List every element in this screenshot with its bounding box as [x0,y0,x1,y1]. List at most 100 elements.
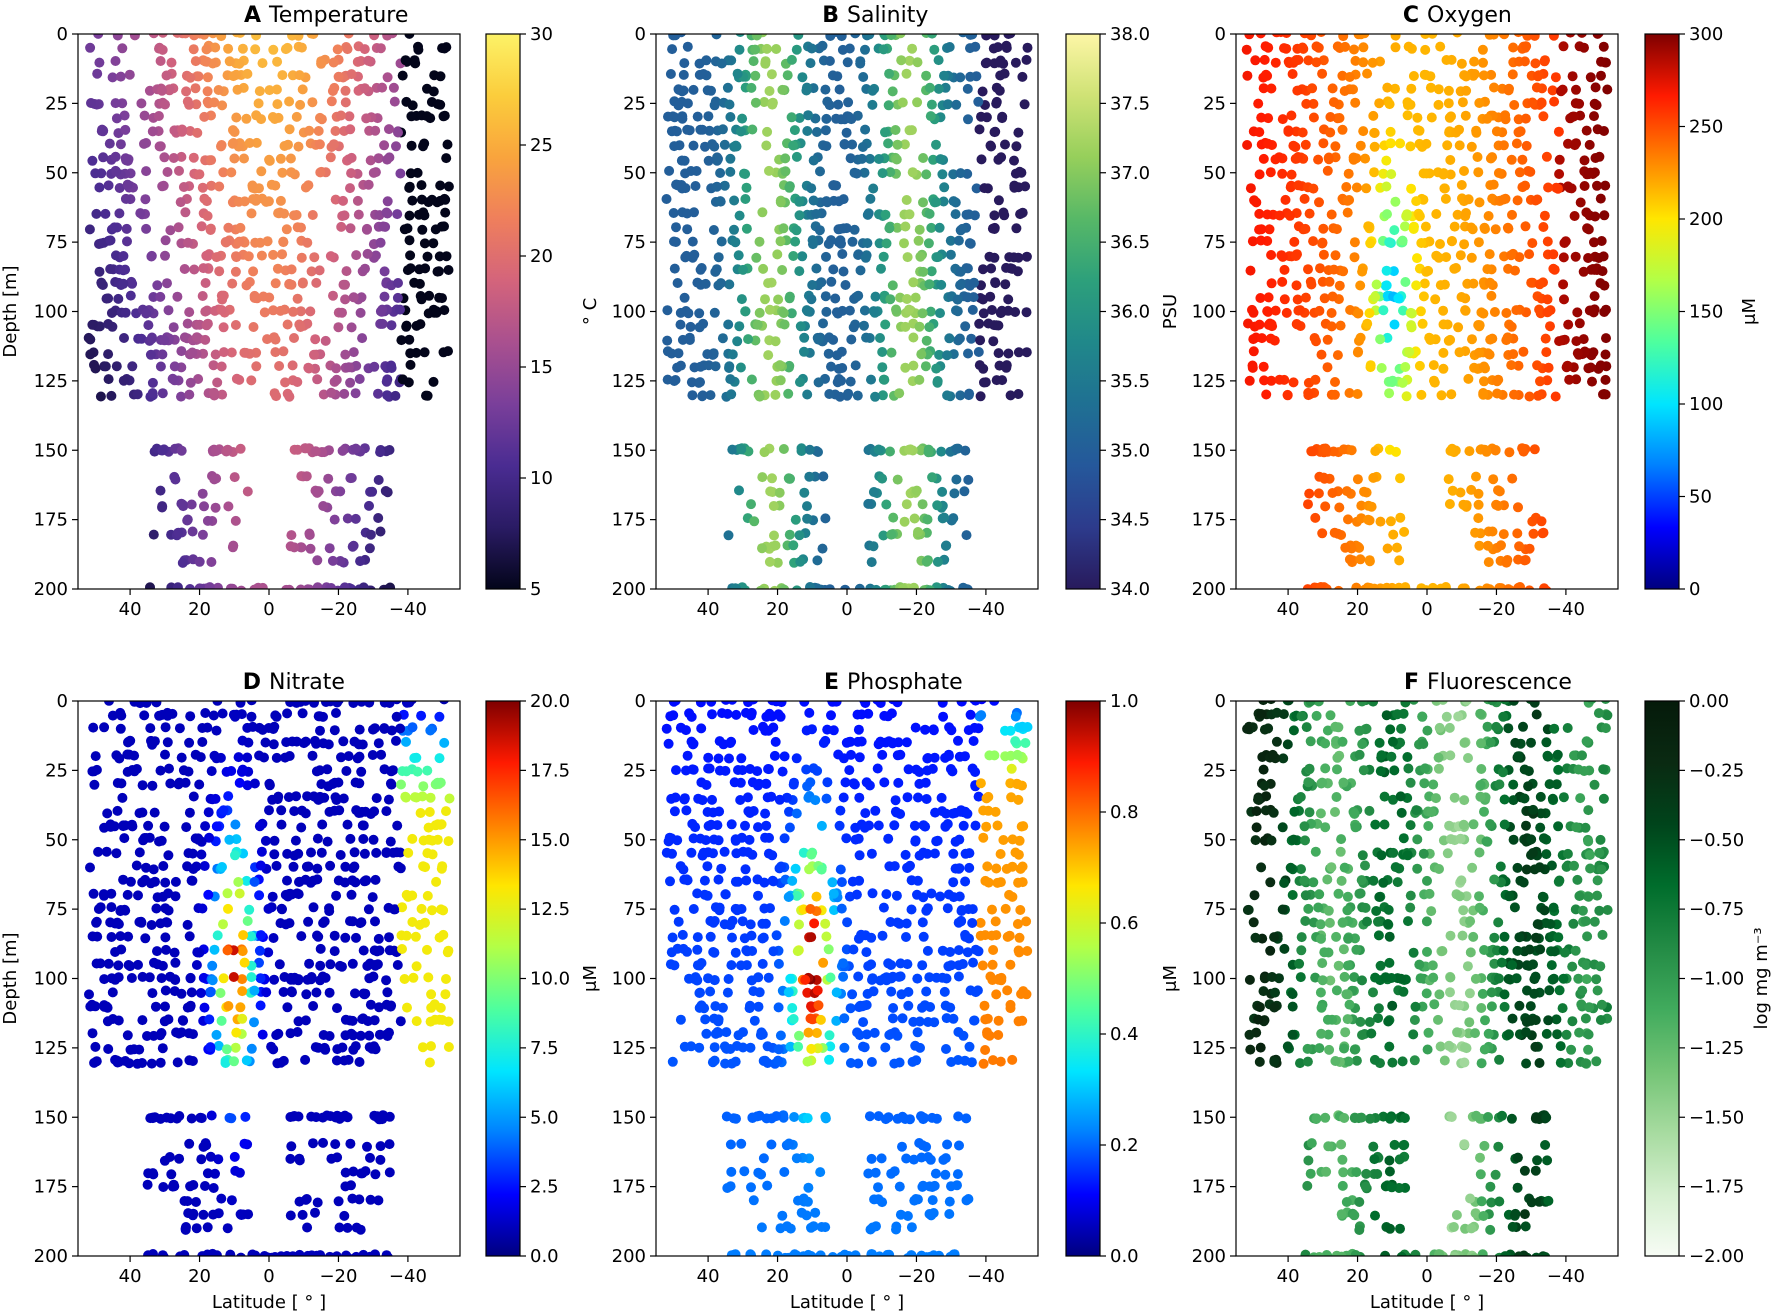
scatter-point [661,723,672,734]
y-tick-label: 100 [612,302,646,323]
scatter-point [249,778,260,789]
scatter-point [202,1249,213,1256]
scatter-point [170,975,181,985]
scatter-point [286,264,297,275]
scatter-point [263,947,274,958]
scatter-point [137,780,148,791]
scatter-point [936,446,947,457]
scatter-point [340,85,351,96]
scatter-point [402,701,412,708]
scatter-point [865,193,876,204]
scatter-point [241,875,252,886]
scatter-point [1286,169,1297,180]
scatter-point [1381,582,1392,589]
y-tick-label: 125 [612,371,646,392]
scatter-point [855,58,866,69]
scatter-point [953,863,964,874]
scatter-point [1344,72,1355,82]
scatter-point [119,833,130,844]
scatter-point [197,291,208,301]
scatter-point [363,55,374,66]
scatter-point [878,251,889,262]
scatter-point [236,1252,246,1256]
scatter-point [669,904,680,915]
scatter-point [164,84,175,95]
scatter-point [129,750,140,761]
scatter-point [1596,56,1606,67]
y-tick-label: 75 [623,232,646,253]
scatter-point [331,795,342,805]
scatter-point [431,306,442,317]
scatter-point [288,306,299,317]
colorbar-frame [485,33,521,590]
scatter-point [155,918,166,929]
scatter-point [946,515,957,526]
scatter-point [148,864,159,875]
scatter-point [902,294,912,304]
scatter-point [837,44,848,55]
scatter-point [381,975,392,986]
scatter-point [217,100,228,111]
scatter-points [1241,34,1613,589]
scatter-point [945,947,956,957]
scatter-point [348,1044,359,1055]
scatter-point [1355,140,1366,151]
scatter-point [849,224,860,235]
scatter-point [1494,584,1505,589]
scatter-point [936,792,947,803]
colorbar-tick-label: 5 [530,579,541,600]
scatter-point [941,1044,951,1054]
scatter-point [1489,307,1500,317]
scatter-point [883,100,894,111]
scatter-point [978,832,989,843]
scatter-point [1601,333,1611,344]
scatter-point [111,113,122,124]
scatter-point [419,238,430,249]
scatter-point [1502,332,1513,343]
scatter-point [274,959,285,970]
scatter-point [1565,34,1576,38]
scatter-point [1352,389,1363,399]
scatter-point [170,957,181,968]
scatter-point [1596,236,1607,246]
scatter-point [115,139,126,150]
scatter-point [764,708,775,719]
scatter-point [1590,211,1601,222]
scatter-point [814,225,825,236]
scatter-point [143,820,154,831]
scatter-point [692,111,703,122]
scatter-point [186,987,197,998]
scatter-point [325,251,336,262]
scatter-point [302,237,313,248]
scatter-point [836,375,846,386]
scatter-point [174,1153,185,1164]
scatter-point [345,183,355,194]
scatter-point [1414,211,1425,222]
scatter-point [232,34,242,38]
scatter-point [250,1250,261,1256]
scatter-point [271,391,282,402]
scatter-point [338,736,349,747]
scatter-point [867,974,877,985]
scatter-point [241,113,252,124]
scatter-point [106,902,117,913]
scatter-point [1322,334,1333,345]
scatter-point [150,876,160,887]
scatter-point [1355,554,1366,565]
scatter-point [98,152,109,163]
scatter-point [1241,44,1252,55]
scatter-point [663,738,674,749]
scatter-point [98,889,109,900]
scatter-point [1536,516,1547,527]
scatter-point [733,765,743,775]
scatter-point [408,972,419,983]
scatter-point [1438,347,1449,358]
scatter-point [1314,197,1324,208]
scatter-point [1015,905,1026,915]
scatter-point [1553,126,1564,137]
scatter-point [1306,446,1317,457]
scatter-point [345,833,356,844]
scatter-point [137,877,148,888]
scatter-point [199,1002,210,1013]
